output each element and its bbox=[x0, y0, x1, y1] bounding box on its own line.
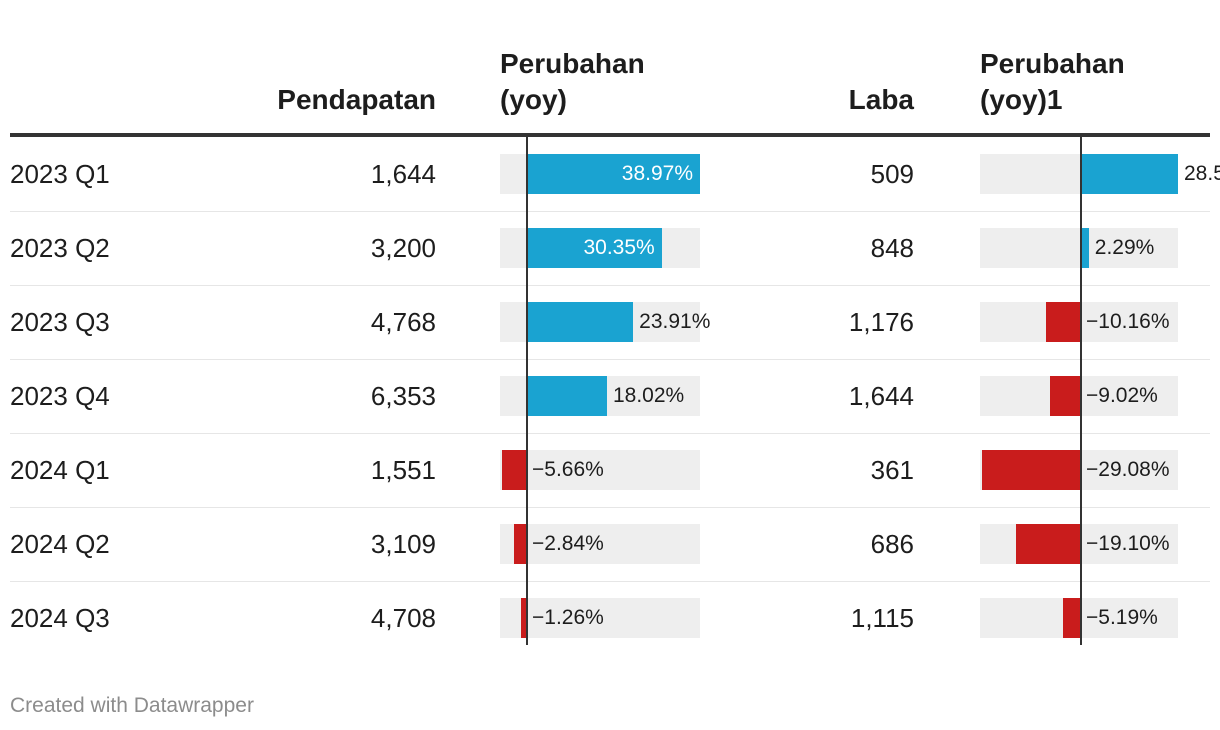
profit-change-label: 28.54% bbox=[1184, 162, 1220, 185]
profit-cell: 1,176 bbox=[848, 307, 914, 337]
header-profit: Laba bbox=[848, 84, 914, 115]
period-cell: 2023 Q3 bbox=[10, 307, 110, 337]
revenue-change-track bbox=[500, 524, 700, 564]
profit-cell: 686 bbox=[870, 529, 914, 559]
profit-cell: 1,644 bbox=[848, 381, 914, 411]
revenue-change-bar bbox=[514, 524, 527, 564]
revenue-change-label: 30.35% bbox=[583, 236, 655, 259]
revenue-change-zero-line bbox=[526, 137, 528, 645]
row-divider bbox=[10, 359, 1210, 360]
revenue-cell: 3,109 bbox=[370, 529, 436, 559]
profit-cell: 1,115 bbox=[850, 603, 914, 633]
revenue-change-label: −2.84% bbox=[532, 532, 604, 555]
period-cell: 2024 Q1 bbox=[10, 455, 110, 485]
revenue-change-label: −5.66% bbox=[532, 458, 604, 481]
profit-change-zero-line bbox=[1080, 137, 1082, 645]
revenue-cell: 1,551 bbox=[370, 455, 436, 485]
revenue-change-label: 38.97% bbox=[621, 162, 693, 185]
profit-change-bar bbox=[1063, 598, 1081, 638]
period-cell: 2023 Q4 bbox=[10, 381, 110, 411]
profit-change-bar bbox=[1081, 228, 1089, 268]
revenue-cell: 4,708 bbox=[370, 603, 436, 633]
footer-credit: Created with Datawrapper bbox=[10, 694, 254, 717]
profit-change-label: −29.08% bbox=[1086, 458, 1170, 481]
row-divider bbox=[10, 433, 1210, 434]
header-profit-change-line2: (yoy)1 bbox=[980, 84, 1063, 115]
revenue-change-bar bbox=[527, 154, 700, 194]
header-revenue-change-line1: Perubahan bbox=[500, 48, 645, 79]
revenue-change-track bbox=[500, 450, 700, 490]
period-cell: 2023 Q2 bbox=[10, 233, 110, 263]
header-revenue: Pendapatan bbox=[277, 84, 436, 115]
row-divider bbox=[10, 507, 1210, 508]
row-divider bbox=[10, 211, 1210, 212]
revenue-change-label: 18.02% bbox=[612, 384, 685, 407]
revenue-change-bar bbox=[527, 228, 662, 268]
period-cell: 2024 Q2 bbox=[10, 529, 110, 559]
profit-change-label: −5.19% bbox=[1086, 606, 1158, 629]
header-divider bbox=[10, 133, 1210, 137]
profit-change-bar bbox=[1046, 302, 1081, 342]
profit-cell: 361 bbox=[870, 455, 914, 485]
revenue-change-label: −1.26% bbox=[532, 606, 604, 629]
row-divider bbox=[10, 581, 1210, 582]
revenue-change-bar bbox=[521, 598, 527, 638]
header-profit-change-line1: Perubahan bbox=[980, 48, 1125, 79]
revenue-change-bar bbox=[527, 302, 634, 342]
row-divider bbox=[10, 285, 1210, 286]
profit-change-label: 2.29% bbox=[1094, 236, 1155, 259]
period-cell: 2023 Q1 bbox=[10, 159, 110, 189]
revenue-cell: 6,353 bbox=[370, 381, 436, 411]
profit-change-label: −19.10% bbox=[1086, 532, 1170, 555]
revenue-change-label: 23.91% bbox=[639, 310, 711, 333]
revenue-change-bar bbox=[501, 450, 527, 490]
profit-cell: 848 bbox=[870, 233, 914, 263]
profit-change-bar bbox=[1050, 376, 1081, 416]
revenue-cell: 3,200 bbox=[370, 233, 436, 263]
revenue-cell: 4,768 bbox=[370, 307, 436, 337]
profit-change-bar bbox=[1081, 154, 1178, 194]
revenue-cell: 1,644 bbox=[370, 159, 436, 189]
header-revenue-change-line2: (yoy) bbox=[500, 84, 567, 115]
profit-change-label: −9.02% bbox=[1086, 384, 1158, 407]
profit-change-bar bbox=[982, 450, 1081, 490]
profit-change-bar bbox=[1016, 524, 1081, 564]
revenue-change-track bbox=[500, 598, 700, 638]
datawrapper-table: Pendapatan Perubahan (yoy) Laba Perubaha… bbox=[10, 0, 1220, 730]
period-cell: 2024 Q3 bbox=[10, 603, 110, 633]
profit-change-track bbox=[980, 228, 1178, 268]
profit-change-label: −10.16% bbox=[1086, 310, 1170, 333]
revenue-change-bar bbox=[527, 376, 607, 416]
profit-cell: 509 bbox=[870, 159, 914, 189]
